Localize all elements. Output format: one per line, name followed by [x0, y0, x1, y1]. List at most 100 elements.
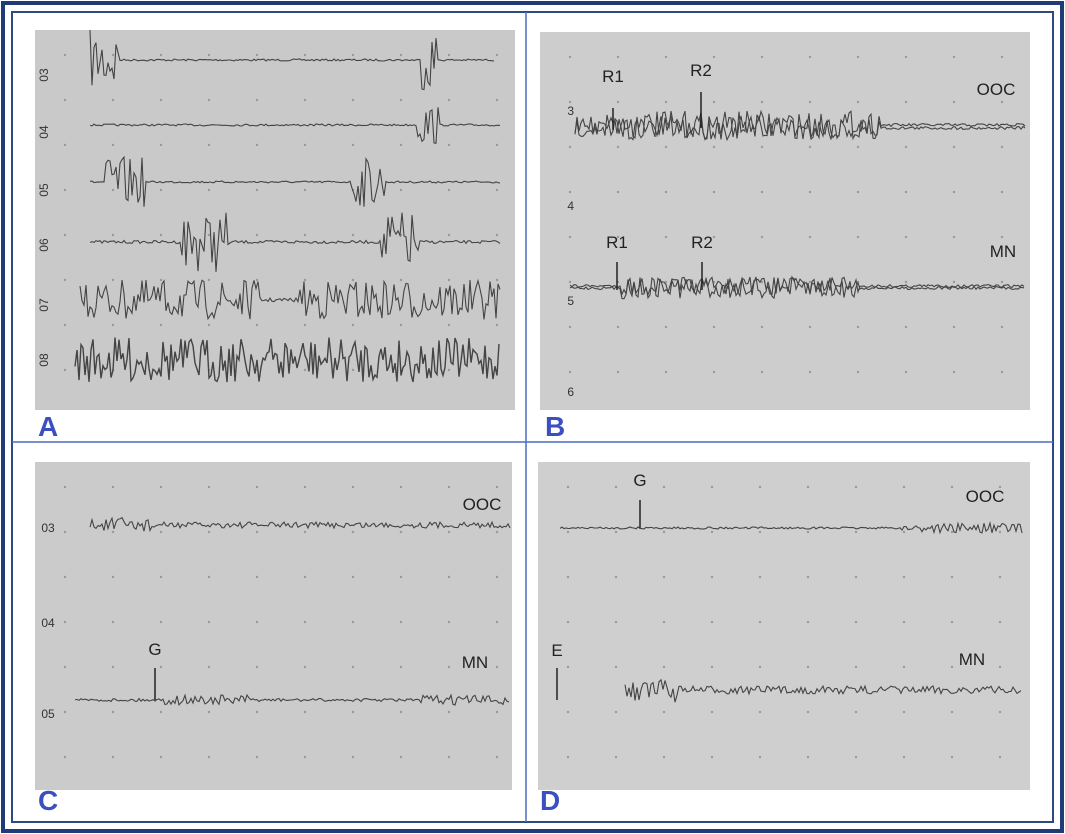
panel-b	[540, 32, 1030, 410]
grid-dot	[112, 711, 114, 713]
grid-dot	[352, 756, 354, 758]
grid-dot	[112, 756, 114, 758]
grid-dot	[448, 99, 450, 101]
grid-dot	[352, 144, 354, 146]
grid-dot	[400, 621, 402, 623]
annotation: E	[551, 641, 562, 660]
grid-dot	[761, 371, 763, 373]
grid-dot	[807, 756, 809, 758]
grid-dot	[448, 756, 450, 758]
grid-dot	[160, 621, 162, 623]
grid-dot	[304, 54, 306, 56]
page: ABCD0304050607083456030405R1R2OOCR1R2MNO…	[0, 0, 1065, 834]
grid-dot	[112, 531, 114, 533]
grid-dot	[903, 711, 905, 713]
grid-dot	[256, 144, 258, 146]
grid-dot	[617, 371, 619, 373]
grid-dot	[304, 279, 306, 281]
grid-dot	[64, 54, 66, 56]
grid-dot	[615, 621, 617, 623]
grid-dot	[617, 56, 619, 58]
grid-dot	[617, 326, 619, 328]
grid-dot	[256, 234, 258, 236]
grid-dot	[256, 711, 258, 713]
grid-dot	[905, 191, 907, 193]
grid-dot	[999, 711, 1001, 713]
grid-dot	[448, 369, 450, 371]
grid-dot	[857, 326, 859, 328]
grid-dot	[304, 666, 306, 668]
grid-dot	[807, 576, 809, 578]
grid-dot	[160, 531, 162, 533]
grid-dot	[951, 621, 953, 623]
grid-dot	[951, 576, 953, 578]
grid-dot	[713, 101, 715, 103]
grid-dot	[208, 531, 210, 533]
panel-d	[538, 462, 1030, 790]
grid-dot	[569, 326, 571, 328]
grid-dot	[569, 191, 571, 193]
grid-dot	[809, 191, 811, 193]
grid-dot	[256, 621, 258, 623]
grid-dot	[496, 711, 498, 713]
grid-dot	[400, 99, 402, 101]
grid-dot	[953, 56, 955, 58]
grid-dot	[256, 279, 258, 281]
grid-dot	[352, 711, 354, 713]
grid-dot	[855, 711, 857, 713]
grid-dot	[496, 324, 498, 326]
grid-dot	[857, 371, 859, 373]
grid-dot	[352, 369, 354, 371]
grid-dot	[496, 54, 498, 56]
grid-dot	[448, 324, 450, 326]
panel-c	[35, 462, 512, 790]
channel-label: 04	[37, 125, 51, 139]
grid-dot	[352, 234, 354, 236]
grid-dot	[160, 54, 162, 56]
grid-dot	[905, 281, 907, 283]
grid-dot	[400, 666, 402, 668]
grid-dot	[953, 236, 955, 238]
grid-dot	[448, 54, 450, 56]
grid-dot	[64, 486, 66, 488]
grid-dot	[112, 189, 114, 191]
grid-dot	[352, 279, 354, 281]
grid-dot	[905, 326, 907, 328]
grid-dot	[617, 146, 619, 148]
channel-label: 07	[37, 298, 51, 312]
grid-dot	[208, 756, 210, 758]
grid-dot	[567, 711, 569, 713]
grid-dot	[352, 54, 354, 56]
grid-dot	[903, 621, 905, 623]
grid-dot	[711, 711, 713, 713]
annotation: OOC	[463, 495, 502, 514]
grid-dot	[857, 191, 859, 193]
annotation: MN	[959, 650, 985, 669]
grid-dot	[304, 486, 306, 488]
grid-dot	[208, 621, 210, 623]
annotation: R2	[691, 233, 713, 252]
grid-dot	[857, 236, 859, 238]
grid-dot	[809, 371, 811, 373]
grid-dot	[112, 54, 114, 56]
grid-dot	[256, 486, 258, 488]
grid-dot	[953, 281, 955, 283]
grid-dot	[713, 191, 715, 193]
grid-dot	[160, 576, 162, 578]
grid-dot	[64, 666, 66, 668]
grid-dot	[400, 756, 402, 758]
grid-dot	[208, 576, 210, 578]
grid-dot	[496, 576, 498, 578]
grid-dot	[304, 621, 306, 623]
grid-dot	[713, 326, 715, 328]
grid-dot	[1001, 56, 1003, 58]
grid-dot	[400, 279, 402, 281]
grid-dot	[352, 99, 354, 101]
grid-dot	[496, 666, 498, 668]
grid-dot	[951, 486, 953, 488]
grid-dot	[809, 236, 811, 238]
grid-dot	[496, 531, 498, 533]
grid-dot	[953, 371, 955, 373]
grid-dot	[615, 486, 617, 488]
grid-dot	[905, 146, 907, 148]
